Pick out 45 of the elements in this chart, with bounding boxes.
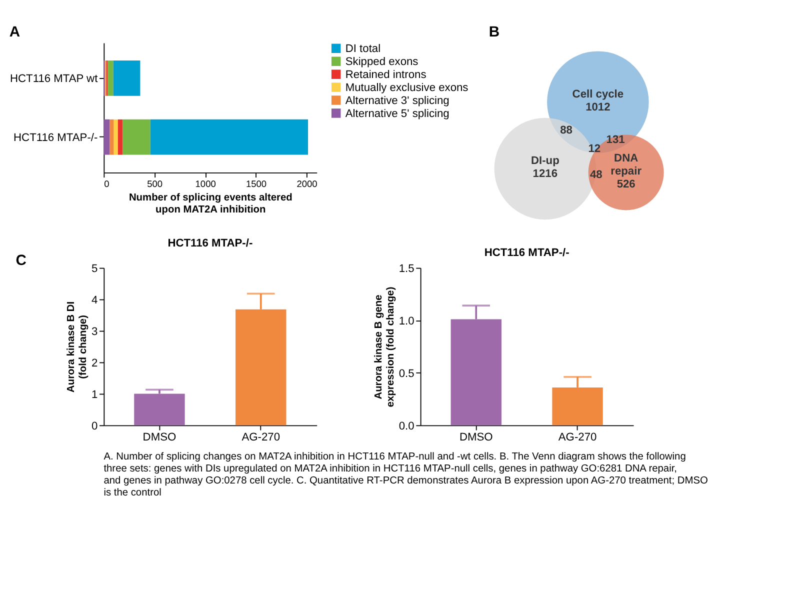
chart-title: HCT116 MTAP-/-	[168, 238, 253, 250]
x-axis-title: Number of splicing events altered upon MAT2A inhibition	[128, 192, 292, 216]
x-tick-label: DMSO	[459, 431, 494, 444]
data-label: 1012	[586, 101, 610, 114]
category-label: Cell cycle	[572, 88, 624, 100]
x-tick-label: 0	[104, 178, 110, 189]
text: C	[16, 253, 27, 270]
x-tick-label: 500	[147, 178, 163, 189]
y-tick-label: 1.5	[398, 262, 414, 275]
text: 48	[590, 169, 602, 182]
category-label: DNA repair	[610, 152, 642, 178]
y-tick-label: HCT116 MTAP wt	[10, 72, 98, 85]
x-tick-label: AG-270	[558, 431, 597, 444]
legend-label: Skipped exons	[345, 56, 419, 68]
x-tick-label: 1500	[246, 178, 267, 189]
y-tick-label: HCT116 MTAP-/-	[14, 132, 98, 144]
y-tick-label: 1	[91, 388, 98, 401]
legend-label: Alternative 3' splicing	[345, 94, 450, 107]
category-label: DI-up	[530, 155, 560, 168]
data-label: 526	[616, 178, 636, 190]
y-tick-label: 3	[91, 326, 98, 338]
y-tick-label: 0.0	[398, 420, 414, 432]
legend-label: Alternative 5' splicing	[345, 108, 450, 120]
text: B	[488, 24, 500, 40]
chart-title: A	[9, 24, 20, 40]
text: A. Number of splicing changes on MAT2A inhibition in HCT116 MTAP-null and -wt cells. B. The Venn diagram shows the following three sets: genes with DIs upregulated on MAT2A inhibition in HCT116 MTAP-null cells, genes in pathway GO:6281 DNA repair, and genes in pathway GO:0278 cell cycle. C. Quantitative RT-PCR demonstrates Aurora B expression upon AG-270 treatment; DMSO is the control	[104, 451, 708, 499]
y-tick-label: 0	[91, 420, 98, 432]
y-tick-label: 2	[91, 357, 98, 370]
y-tick-label: 1.0	[398, 315, 414, 328]
legend-label: Retained introns	[345, 69, 427, 82]
legend-label: DI total	[345, 43, 381, 56]
legend-label: Mutually exclusive exons	[345, 82, 469, 94]
text: 88	[560, 124, 572, 137]
x-tick-label: 1000	[195, 178, 216, 189]
y-tick-label: 4	[91, 294, 98, 306]
y-tick-label: 5	[91, 262, 98, 275]
y-axis-title: Aurora kinase B gene expression (fold change)	[373, 286, 396, 408]
chart-title: HCT116 MTAP-/-	[484, 246, 570, 259]
x-tick-label: 2000	[296, 178, 318, 189]
x-tick-label: AG-270	[242, 431, 280, 444]
y-axis-title: Aurora kinase B DI (fold change)	[66, 301, 89, 392]
text: 131	[606, 134, 625, 146]
y-tick-label: 0.5	[398, 368, 414, 380]
data-label: 1216	[532, 168, 558, 180]
x-tick-label: DMSO	[142, 431, 176, 444]
